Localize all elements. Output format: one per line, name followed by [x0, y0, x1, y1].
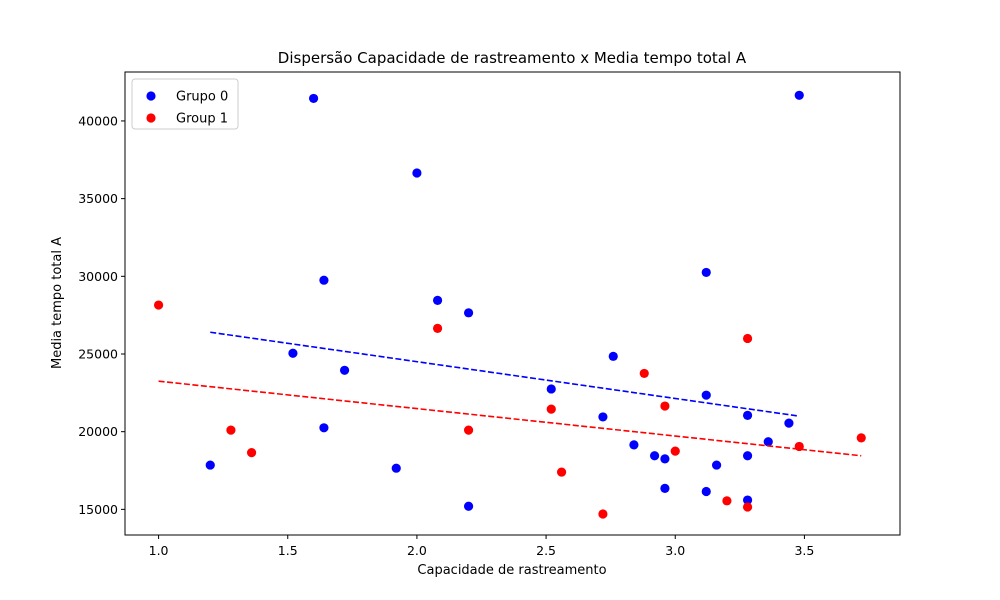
data-point — [556, 467, 567, 477]
data-point — [784, 418, 794, 428]
plot-frame — [124, 71, 901, 536]
y-axis-label: Media tempo total A — [50, 237, 65, 369]
y-axis: 15000 20000 25000 30000 35000 40000 — [78, 113, 125, 517]
data-point — [794, 90, 804, 100]
x-tick-label: 3.0 — [665, 543, 685, 558]
data-point — [319, 423, 329, 433]
data-point — [153, 300, 164, 310]
y-tick-label: 30000 — [78, 269, 118, 284]
data-point — [319, 275, 329, 285]
data-point — [546, 384, 556, 394]
legend-label: Grupo 0 — [176, 90, 228, 105]
data-point — [339, 365, 350, 375]
data-point — [742, 495, 753, 505]
data-point — [722, 496, 732, 506]
data-point — [598, 412, 608, 422]
data-point — [763, 437, 773, 447]
data-point — [629, 440, 639, 450]
series-1 — [153, 300, 866, 519]
data-point — [308, 93, 319, 104]
data-point — [649, 451, 660, 461]
data-point — [742, 502, 753, 512]
legend: Grupo 0 Group 1 — [131, 78, 239, 130]
legend-box — [131, 78, 239, 130]
x-tick-label: 2.5 — [536, 543, 556, 558]
data-point — [608, 351, 618, 361]
data-point — [463, 501, 474, 511]
trend-line-0 — [210, 331, 800, 417]
data-point — [742, 410, 753, 420]
y-tick-label: 35000 — [78, 191, 118, 206]
data-point — [660, 483, 670, 493]
data-point — [598, 509, 608, 519]
x-tick-label: 1.0 — [149, 543, 169, 558]
legend-label: Group 1 — [176, 112, 228, 127]
series-0 — [205, 90, 804, 511]
x-tick-label: 2.0 — [407, 543, 427, 558]
y-tick-label: 25000 — [78, 346, 118, 361]
plot-area — [153, 90, 866, 519]
y-tick-label: 40000 — [78, 113, 118, 128]
data-point — [412, 168, 422, 178]
x-axis-label: Capacidade de rastreamento — [417, 563, 606, 578]
x-tick-label: 3.5 — [794, 543, 814, 558]
data-point — [670, 446, 680, 456]
data-point — [288, 348, 298, 358]
legend-marker — [146, 91, 156, 101]
data-point — [432, 295, 443, 305]
data-point — [701, 390, 711, 400]
data-point — [660, 401, 670, 411]
data-point — [205, 460, 215, 470]
data-point — [711, 460, 722, 470]
y-tick-label: 20000 — [78, 424, 118, 439]
data-point — [546, 404, 556, 414]
data-point — [742, 333, 753, 344]
data-point — [639, 368, 649, 379]
trend-line-1 — [158, 380, 862, 457]
data-point — [226, 425, 236, 435]
data-point — [701, 486, 711, 497]
data-point — [742, 451, 753, 461]
y-tick-label: 15000 — [78, 502, 118, 517]
legend-marker — [146, 113, 156, 123]
x-axis: 1.0 1.5 2.0 2.5 3.0 3.5 — [149, 535, 814, 558]
data-point — [660, 454, 670, 464]
data-point — [391, 463, 401, 473]
data-point — [246, 448, 257, 458]
data-point — [701, 267, 711, 278]
chart-title: Dispersão Capacidade de rastreamento x M… — [278, 49, 747, 67]
x-tick-label: 1.5 — [278, 543, 298, 558]
data-point — [463, 425, 474, 435]
data-point — [432, 323, 443, 333]
data-point — [856, 433, 866, 443]
data-point — [463, 308, 474, 318]
